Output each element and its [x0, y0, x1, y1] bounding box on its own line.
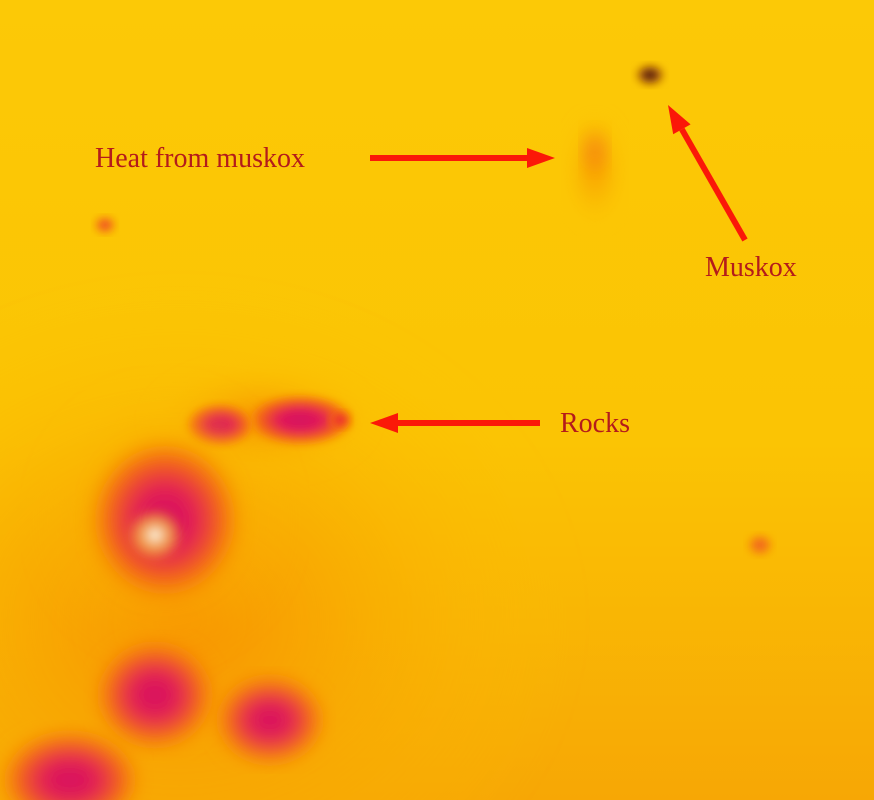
thermal-figure: Heat from muskox Muskox Rocks: [0, 0, 874, 800]
small-hot-dot: [93, 215, 117, 235]
label-rocks: Rocks: [560, 408, 630, 440]
rock-big-core: [125, 507, 185, 563]
rock-right-dot: [746, 533, 774, 557]
thermal-background: [0, 0, 874, 800]
heat-plume-core: [581, 125, 609, 175]
rock-low-b: [215, 675, 325, 765]
muskox-spot: [634, 63, 666, 87]
rock-low-a: [95, 640, 215, 750]
rock-cluster-tip: [328, 410, 352, 430]
label-heat: Heat from muskox: [95, 143, 305, 175]
label-muskox: Muskox: [705, 252, 797, 284]
